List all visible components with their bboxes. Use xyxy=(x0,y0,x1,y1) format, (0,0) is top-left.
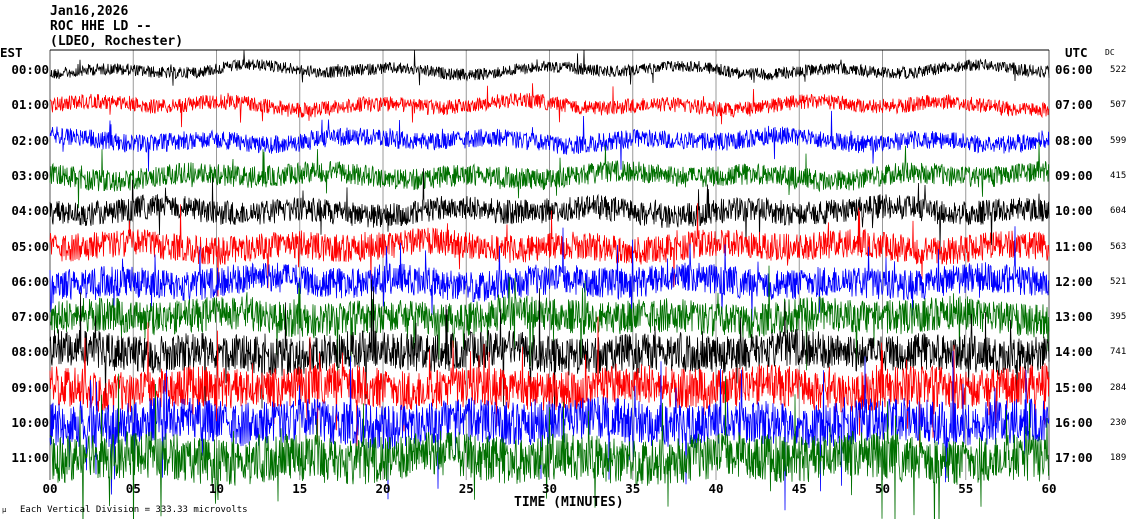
x-tick-label: 55 xyxy=(958,481,974,496)
dc-value: 563 xyxy=(1110,241,1127,252)
x-tick-label: 00 xyxy=(42,481,58,496)
network-label: (LDEO, Rochester) xyxy=(50,34,184,49)
utc-hour-label: 17:00 xyxy=(1055,450,1093,466)
est-hour-label: 09:00 xyxy=(11,379,49,395)
trace-row-0 xyxy=(49,49,1050,86)
utc-axis-title: UTC xyxy=(1065,45,1088,60)
utc-hour-label: 15:00 xyxy=(1055,379,1093,395)
station-label: ROC HHE LD -- xyxy=(50,19,152,34)
dc-value: 284 xyxy=(1110,382,1127,393)
trace-row-11 xyxy=(49,373,1050,519)
dc-value: 599 xyxy=(1110,135,1127,146)
dc-value: 507 xyxy=(1110,100,1127,111)
est-axis-title: EST xyxy=(0,45,23,60)
est-hour-label: 01:00 xyxy=(11,97,49,113)
est-hour-label: 08:00 xyxy=(11,344,49,360)
trace-row-10 xyxy=(49,350,1050,511)
dc-value: 522 xyxy=(1110,65,1127,75)
dc-value: 415 xyxy=(1110,170,1127,181)
est-hour-label: 06:00 xyxy=(11,273,49,289)
scale-footnote: Each Vertical Division = 333.33 microvol… xyxy=(20,505,248,515)
trace-row-7 xyxy=(49,265,1050,372)
x-tick-label: 25 xyxy=(458,481,474,496)
utc-hour-label: 12:00 xyxy=(1055,273,1093,289)
dc-value: 521 xyxy=(1110,276,1127,287)
units-mark: µ xyxy=(2,506,7,514)
utc-hour-label: 09:00 xyxy=(1055,167,1093,183)
x-tick-label: 45 xyxy=(791,481,807,496)
x-axis-title: TIME (MINUTES) xyxy=(514,495,624,510)
est-hour-label: 11:00 xyxy=(11,450,49,466)
est-hour-label: 00:00 xyxy=(11,62,49,77)
trace-row-1 xyxy=(49,83,1050,128)
dc-value: 741 xyxy=(1110,347,1127,358)
utc-hour-label: 07:00 xyxy=(1055,97,1093,113)
x-tick-label: 05 xyxy=(125,481,141,496)
est-hour-label: 07:00 xyxy=(11,309,49,325)
dc-value: 395 xyxy=(1110,312,1127,323)
dc-value: 230 xyxy=(1110,418,1127,428)
utc-hour-label: 11:00 xyxy=(1055,238,1093,254)
x-tick-label: 50 xyxy=(874,481,891,496)
utc-hour-label: 16:00 xyxy=(1055,415,1093,430)
trace-row-4 xyxy=(49,168,1050,252)
dc-value: 189 xyxy=(1110,453,1127,464)
x-tick-label: 35 xyxy=(625,481,641,496)
est-hour-label: 05:00 xyxy=(11,238,49,254)
utc-hour-label: 06:00 xyxy=(1055,62,1093,77)
x-tick-label: 10 xyxy=(208,481,225,496)
est-hour-label: 02:00 xyxy=(11,132,49,148)
utc-hour-label: 14:00 xyxy=(1055,344,1093,360)
est-hour-label: 04:00 xyxy=(11,203,49,219)
trace-row-6 xyxy=(49,226,1050,321)
dc-value: 604 xyxy=(1110,206,1127,217)
dc-title: DC xyxy=(1105,48,1115,57)
x-tick-label: 20 xyxy=(375,481,391,496)
trace-row-5 xyxy=(49,203,1050,297)
utc-hour-label: 08:00 xyxy=(1055,132,1093,148)
x-tick-label: 30 xyxy=(541,481,558,496)
est-hour-label: 03:00 xyxy=(11,167,49,183)
utc-hour-label: 10:00 xyxy=(1055,203,1093,219)
x-tick-label: 60 xyxy=(1041,481,1057,496)
utc-hour-label: 13:00 xyxy=(1055,309,1093,325)
chart-date: Jan16,2026 xyxy=(50,4,129,19)
x-tick-label: 15 xyxy=(292,481,308,496)
trace-row-2 xyxy=(49,110,1050,172)
est-hour-label: 10:00 xyxy=(11,415,49,430)
x-tick-label: 40 xyxy=(708,481,724,496)
trace-row-3 xyxy=(49,141,1050,209)
